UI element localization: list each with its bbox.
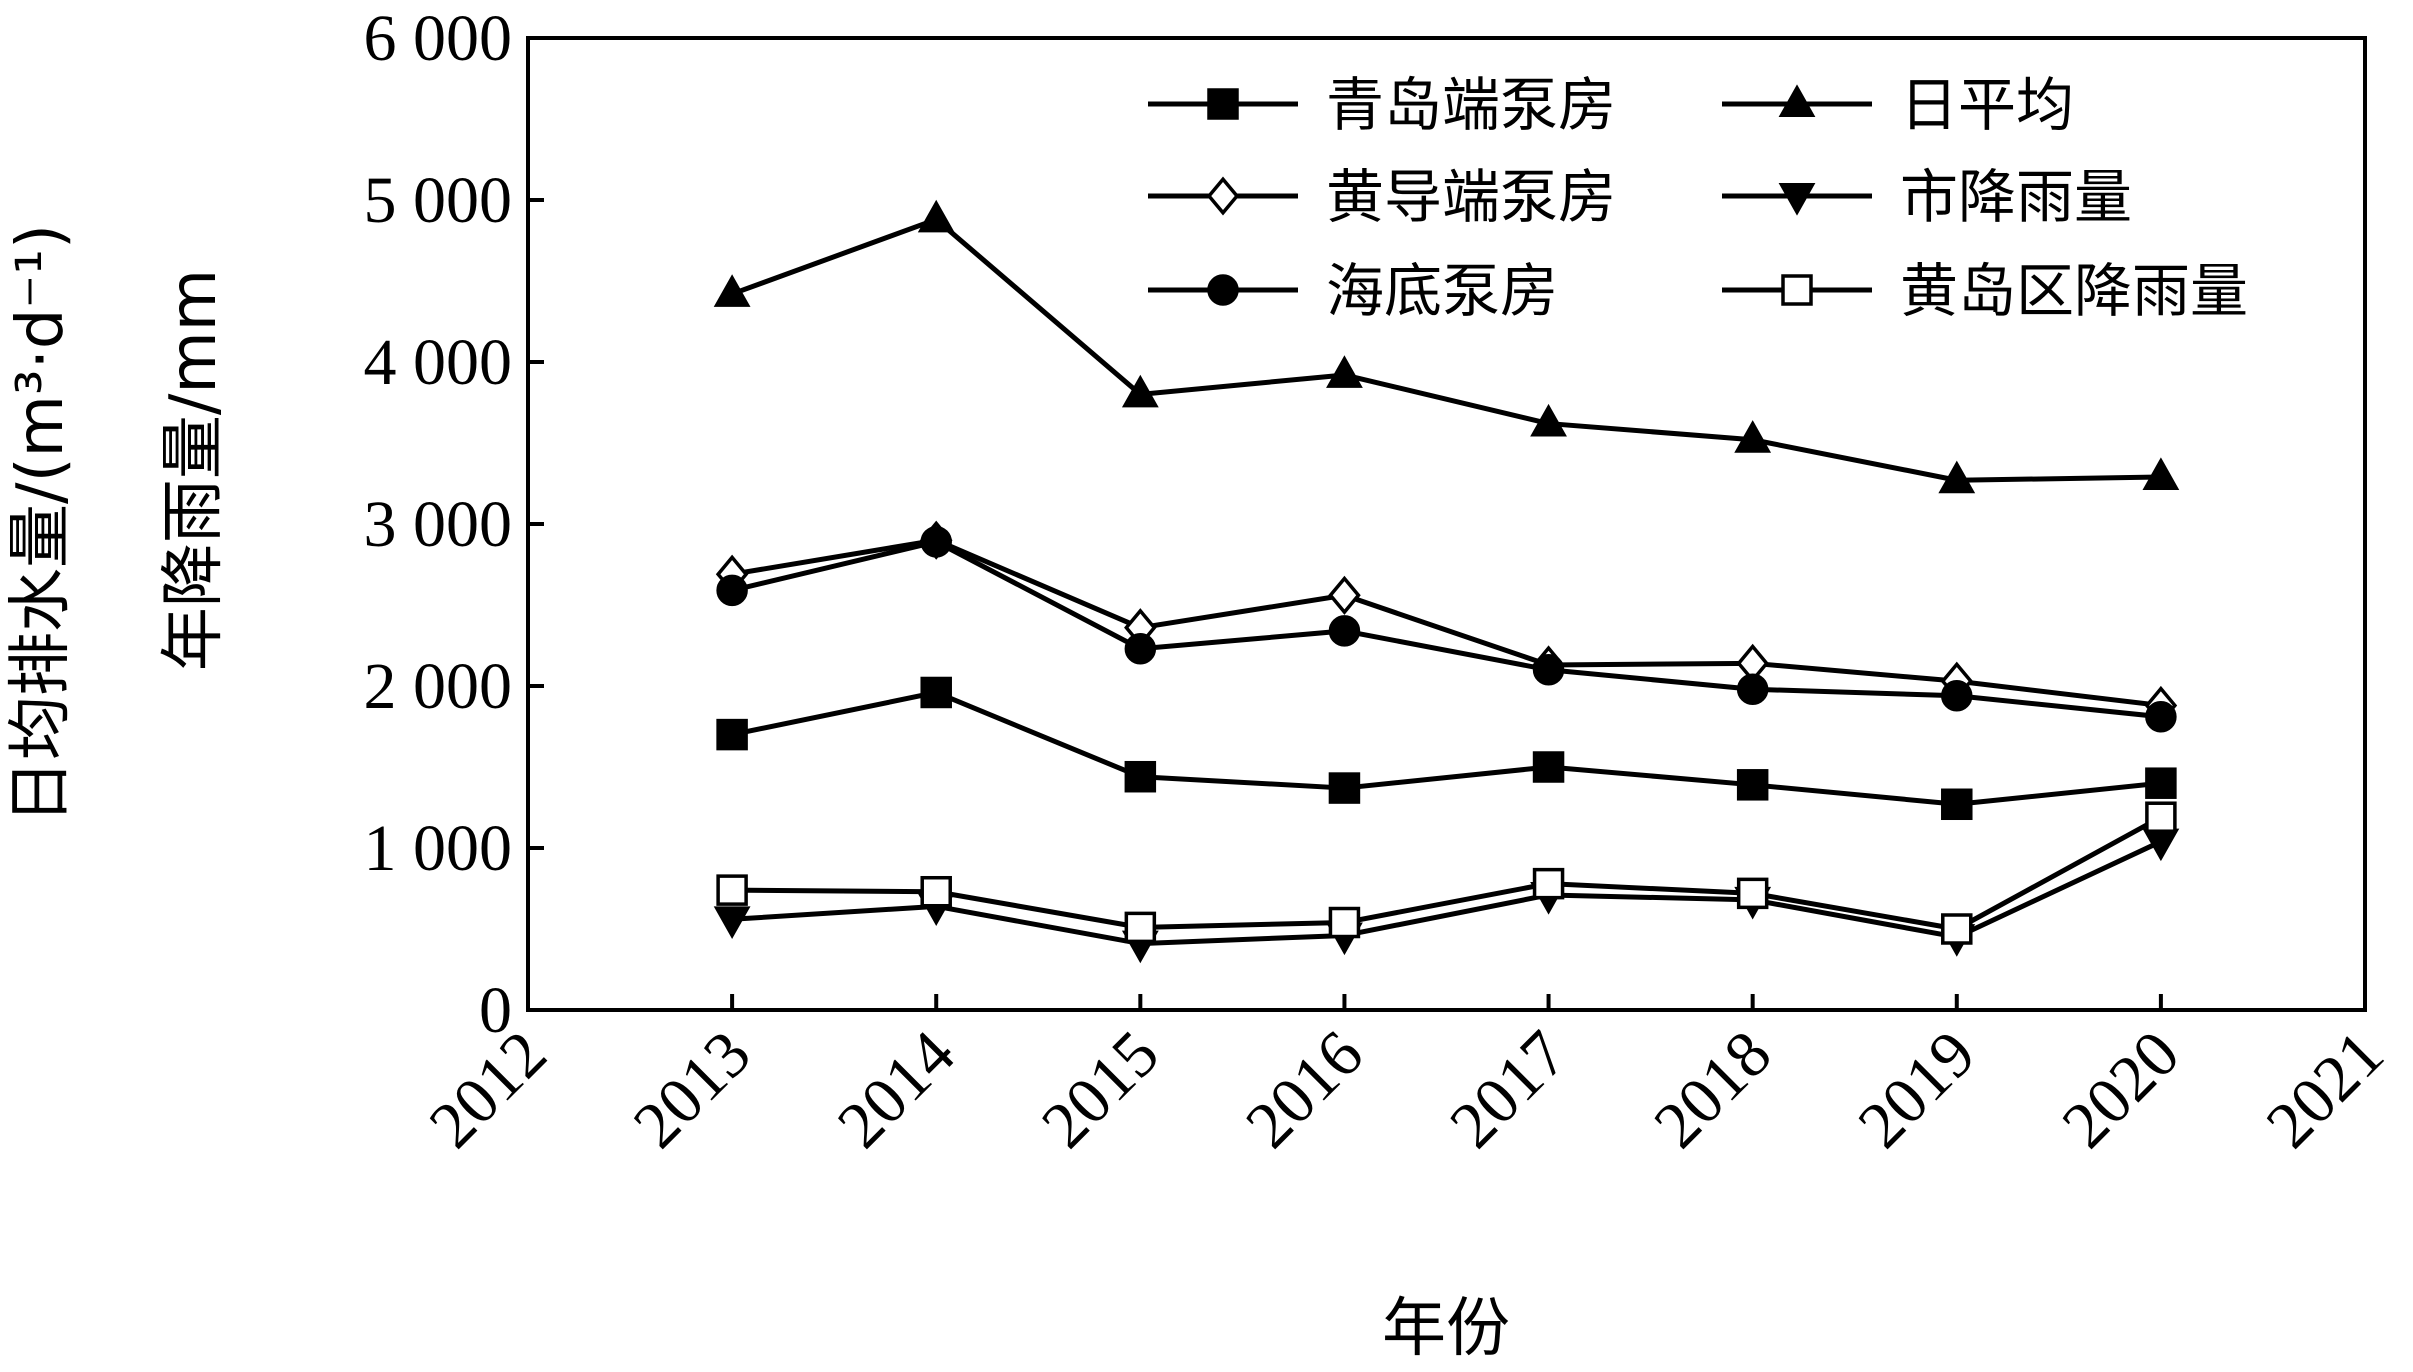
- y-tick-label: 1 000: [364, 812, 513, 885]
- data-point: [713, 274, 751, 307]
- data-point: [1328, 906, 1361, 939]
- series-6: [716, 801, 2177, 945]
- data-point: [920, 526, 952, 558]
- data-point: [1941, 788, 1973, 821]
- y-tick-label: 2 000: [364, 650, 513, 723]
- x-tick-label: 2016: [1232, 1017, 1377, 1162]
- y-tick-label: 6 000: [364, 2, 513, 75]
- x-tick-label: 2017: [1436, 1017, 1581, 1162]
- x-tick-label: 2018: [1640, 1017, 1785, 1162]
- y-tick-label: 0: [479, 974, 512, 1047]
- x-tick-label: 2020: [2049, 1017, 2194, 1162]
- series-line: [731, 839, 2162, 947]
- data-point: [1328, 772, 1361, 804]
- x-tick-label: 2012: [416, 1017, 561, 1162]
- data-point: [1941, 913, 1973, 945]
- data-point: [1121, 374, 1159, 408]
- data-point: [2145, 701, 2177, 733]
- legend-item-6: 黄岛区降雨量: [1722, 257, 2248, 325]
- legend-item-4: 市降雨量: [1722, 163, 2132, 231]
- data-point: [1736, 673, 1769, 705]
- data-point: [1938, 460, 1976, 494]
- data-point: [1532, 867, 1565, 900]
- legend-item-1: 青岛端泵房: [1148, 71, 1616, 139]
- data-point: [1532, 751, 1565, 783]
- series-2: [713, 199, 2180, 494]
- data-point: [920, 875, 952, 908]
- legend-label: 黄导端泵房: [1326, 163, 1616, 231]
- x-tick-label: 2014: [824, 1017, 969, 1162]
- y-tick-label: 3 000: [364, 488, 513, 561]
- legend-label: 日平均: [1900, 71, 2074, 139]
- data-point: [2145, 801, 2177, 833]
- legend-label: 青岛端泵房: [1326, 71, 1616, 139]
- y-axis-title-2: 年降雨量/mm: [157, 269, 231, 671]
- data-point: [1941, 679, 1973, 712]
- legend-item-2: 日平均: [1722, 71, 2074, 139]
- legend-marker: [1778, 84, 1816, 117]
- data-point: [1736, 769, 1769, 801]
- data-point: [1734, 420, 1772, 453]
- legend-marker: [1206, 176, 1240, 216]
- legend-label: 海底泵房: [1326, 257, 1558, 325]
- series-1: [716, 676, 2177, 821]
- series-line: [731, 689, 2162, 807]
- legend-item-3: 黄导端泵房: [1148, 163, 1616, 231]
- legend-item-5: 海底泵房: [1148, 257, 1558, 325]
- data-point: [1328, 575, 1361, 615]
- data-point: [917, 199, 955, 233]
- data-point: [1124, 911, 1157, 944]
- data-point: [1530, 403, 1567, 437]
- data-point: [2142, 457, 2180, 490]
- data-point: [920, 676, 952, 709]
- x-tick-label: 2015: [1028, 1017, 1173, 1162]
- legend-marker: [1778, 183, 1816, 216]
- data-point: [716, 718, 748, 751]
- legend-marker: [1781, 274, 1813, 306]
- series-line: [731, 539, 2162, 720]
- data-point: [713, 906, 751, 939]
- data-point: [1736, 877, 1769, 910]
- series-line: [732, 815, 2163, 932]
- data-point: [1326, 355, 1363, 388]
- y-tick-label: 5 000: [364, 164, 513, 237]
- x-tick-label: 2019: [1844, 1017, 1989, 1162]
- data-point: [1124, 632, 1157, 665]
- y-tick-label: 4 000: [364, 326, 513, 399]
- legend-marker: [1207, 274, 1239, 306]
- series-5: [716, 526, 2177, 733]
- data-point: [716, 874, 748, 906]
- data-point: [2145, 767, 2177, 799]
- data-point: [1328, 615, 1361, 647]
- series-line: [731, 537, 2162, 708]
- legend-label: 黄岛区降雨量: [1900, 257, 2248, 325]
- series-line: [731, 216, 2161, 483]
- y-axis-title-1: 日均排水量/(m³·d⁻¹): [4, 224, 78, 824]
- data-point: [1532, 654, 1565, 686]
- x-tick-label: 2021: [2253, 1017, 2398, 1162]
- legend-label: 市降雨量: [1900, 163, 2132, 231]
- x-tick-label: 2013: [620, 1017, 765, 1162]
- series-layer: [713, 199, 2180, 964]
- data-point: [1124, 760, 1157, 793]
- data-point: [716, 574, 748, 607]
- x-axis-title: 年份: [1382, 1292, 1510, 1366]
- legend-marker: [1207, 88, 1239, 120]
